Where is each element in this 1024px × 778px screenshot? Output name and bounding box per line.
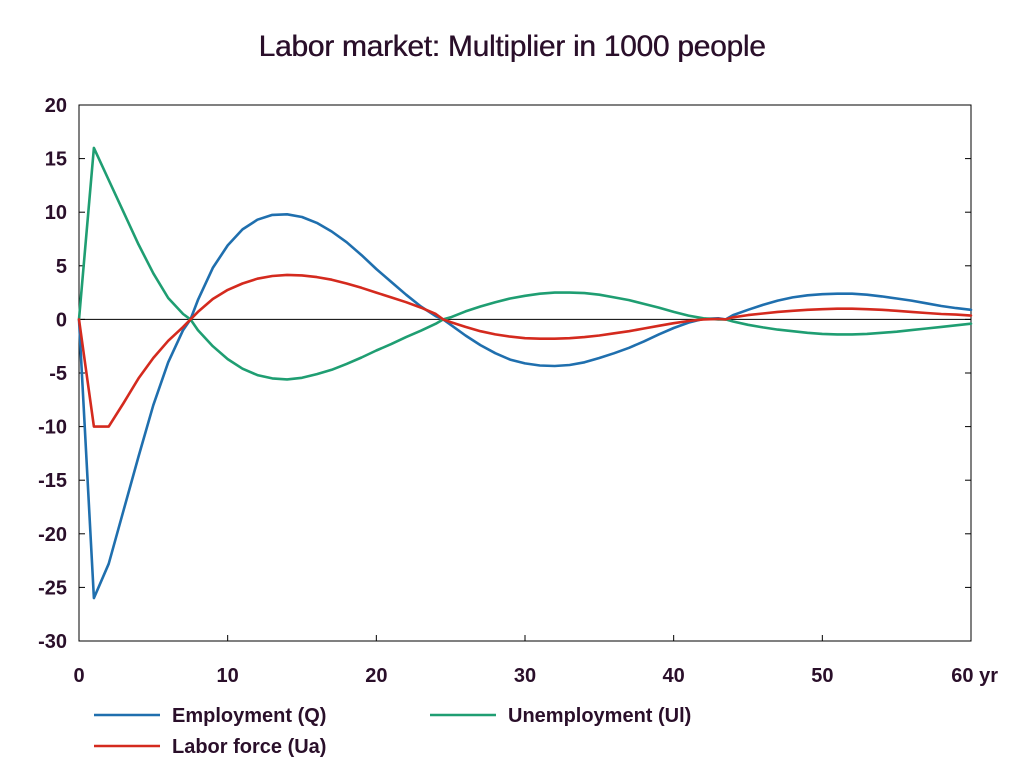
- y-tick-label: -10: [38, 417, 67, 439]
- y-tick-label: -15: [38, 470, 67, 492]
- chart-title: Labor market: Multiplier in 1000 people: [258, 30, 766, 63]
- y-tick-label: -30: [38, 631, 67, 653]
- y-tick-label: -20: [38, 524, 67, 546]
- series-line-2: [77, 273, 973, 428]
- series-line-1: [77, 146, 973, 381]
- x-tick-label: 20: [365, 665, 387, 687]
- x-tick-label: 0: [73, 665, 84, 687]
- legend-label-1: Unemployment (Ul): [508, 705, 691, 727]
- y-tick-label: 5: [56, 256, 67, 278]
- x-tick-label: 40: [663, 665, 685, 687]
- x-tick-label: 60 yr: [951, 665, 998, 687]
- legend-label-0: Employment (Q): [172, 705, 326, 727]
- y-tick-label: 15: [45, 149, 67, 171]
- legend-label-2: Labor force (Ua): [172, 736, 326, 758]
- y-tick-label: 10: [45, 202, 67, 224]
- y-tick-label: -25: [38, 577, 67, 599]
- y-tick-label: 0: [56, 309, 67, 331]
- x-tick-label: 50: [811, 665, 833, 687]
- plot-frame: [78, 104, 972, 642]
- y-tick-label: 20: [45, 95, 67, 117]
- y-tick-label: -5: [49, 363, 67, 385]
- x-tick-label: 10: [217, 665, 239, 687]
- x-tick-label: 30: [514, 665, 536, 687]
- series-line-0: [77, 213, 973, 600]
